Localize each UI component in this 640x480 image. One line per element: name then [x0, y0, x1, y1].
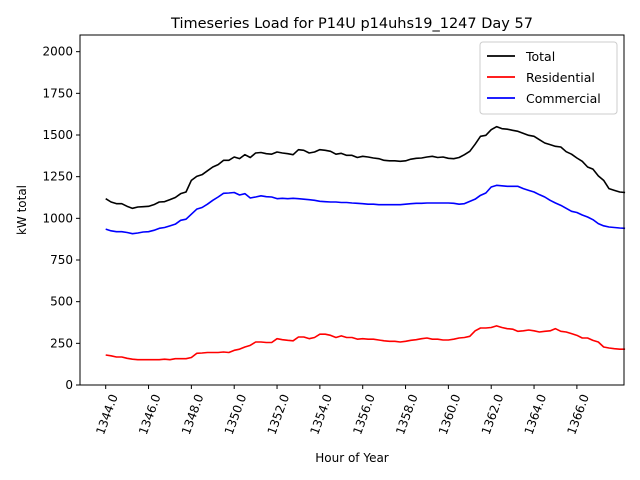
y-tick-label: 2000: [42, 45, 73, 59]
series-line-commercial: [105, 184, 626, 235]
y-tick-label: 1500: [42, 128, 73, 142]
x-tick-label: 1344.0: [93, 392, 121, 436]
y-axis-label: kW total: [15, 185, 29, 235]
x-tick-label: 1362.0: [479, 392, 507, 436]
series-line-residential: [105, 325, 626, 361]
y-axis-ticks: 0 250 500 750 1000 1250 1500 1750 2000: [42, 45, 80, 392]
x-tick-label: 1346.0: [136, 392, 164, 436]
y-tick-label: 0: [65, 378, 73, 392]
legend: Total Residential Commercial: [479, 41, 618, 115]
x-tick-label: 1366.0: [564, 392, 592, 436]
x-tick-label: 1352.0: [265, 392, 293, 436]
x-tick-label: 1358.0: [393, 392, 421, 436]
y-tick-label: 750: [50, 253, 73, 267]
chart-title: Timeseries Load for P14U p14uhs19_1247 D…: [170, 16, 533, 32]
y-tick-label: 1000: [42, 211, 73, 225]
series-line-total: [105, 125, 626, 210]
x-tick-label: 1348.0: [179, 392, 207, 436]
y-tick-label: 1750: [42, 86, 73, 100]
x-tick-label: 1364.0: [522, 392, 550, 436]
x-tick-label: 1354.0: [307, 392, 335, 436]
legend-total-label: Total: [525, 49, 555, 64]
series-lines: [105, 125, 626, 361]
y-tick-label: 500: [50, 295, 73, 309]
x-tick-label: 1350.0: [222, 392, 250, 436]
y-tick-label: 250: [50, 336, 73, 350]
legend-box: [479, 41, 618, 115]
x-axis-ticks: 1344.0 1346.0 1348.0 1350.0 1352.0 1354.0 1356…: [93, 385, 592, 437]
y-tick-label: 1250: [42, 170, 73, 184]
plot-frame: [79, 34, 625, 386]
legend-commercial-label: Commercial: [526, 91, 601, 106]
legend-residential-label: Residential: [526, 70, 595, 85]
x-axis-label: Hour of Year: [315, 451, 389, 465]
x-tick-label: 1360.0: [436, 392, 464, 436]
x-tick-label: 1356.0: [350, 392, 378, 436]
